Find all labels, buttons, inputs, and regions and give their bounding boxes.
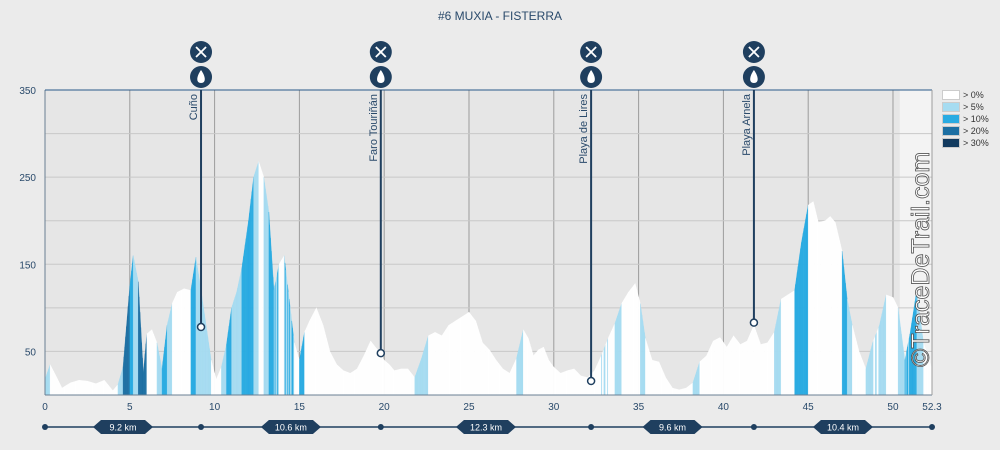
- x-tick-label: 25: [463, 402, 475, 413]
- water-icon: [580, 66, 603, 88]
- food-icon: [190, 41, 213, 63]
- poi-marker: Playa Arnela: [741, 41, 765, 327]
- segment-label-badge: 9.2 km: [93, 420, 154, 434]
- watermark: ©TraceDeTrail.com: [907, 151, 935, 367]
- segment-node: [588, 424, 595, 430]
- legend-swatch: [942, 138, 960, 148]
- poi-label: Playa de Lires: [578, 94, 590, 164]
- legend-label: > 0%: [963, 90, 984, 100]
- knife-shape: [585, 46, 597, 58]
- x-tick-label: 10: [209, 402, 221, 413]
- water-icon: [190, 66, 213, 88]
- chart-title: #6 MUXIA - FISTERRA: [437, 9, 563, 23]
- segment-badge-shape: [812, 420, 873, 434]
- segment-label-badge: 9.6 km: [642, 420, 703, 434]
- poi-marker: Cuño: [188, 41, 213, 332]
- drop-shape: [750, 70, 758, 83]
- watermark-text: ©TraceDeTrail.com: [907, 152, 935, 367]
- x-tick-label: 15: [294, 402, 306, 413]
- food-icon: [369, 41, 392, 63]
- drop-shape: [587, 70, 595, 83]
- legend-item: > 5%: [942, 101, 989, 113]
- knife-shape: [195, 46, 207, 58]
- x-tick-label: 40: [718, 402, 730, 413]
- x-tick-label: 20: [379, 402, 391, 413]
- x-tick-label: 30: [548, 402, 560, 413]
- poi-point: [586, 376, 596, 386]
- y-tick-label: 150: [19, 260, 36, 271]
- poi-marker: Faro Touriñán: [368, 41, 392, 358]
- poi-point: [196, 322, 206, 332]
- drop-shape: [377, 70, 385, 83]
- y-tick-label: 350: [19, 86, 36, 97]
- food-icon: [742, 41, 765, 63]
- legend-item: > 30%: [942, 137, 989, 149]
- legend-label: > 10%: [963, 114, 989, 124]
- y-tick-label: 250: [19, 173, 36, 184]
- poi-label: Cuño: [188, 94, 200, 120]
- segment-node: [377, 424, 384, 430]
- legend-label: > 30%: [963, 138, 989, 148]
- segment-label: 10.6 km: [275, 423, 307, 433]
- segment-label: 10.4 km: [827, 423, 859, 433]
- x-tick-label: 45: [803, 402, 815, 413]
- segment-node: [198, 424, 205, 430]
- segment-badge-shape: [642, 420, 703, 434]
- water-icon: [369, 66, 392, 88]
- legend-label: > 5%: [963, 102, 984, 112]
- segment-label: 12.3 km: [470, 423, 502, 433]
- legend-label: > 20%: [963, 126, 989, 136]
- segment-badge-shape: [260, 420, 321, 434]
- segment-label: 9.2 km: [110, 423, 137, 433]
- food-icon: [580, 41, 603, 63]
- segment-badge-shape: [455, 420, 516, 434]
- x-tick-label: 5: [127, 402, 133, 413]
- segment-node: [750, 424, 757, 430]
- legend-swatch: [942, 114, 960, 124]
- poi-point: [376, 348, 386, 358]
- knife-shape: [375, 46, 387, 58]
- poi-label: Playa Arnela: [741, 93, 753, 156]
- legend-item: > 10%: [942, 113, 989, 125]
- poi-point: [749, 318, 759, 327]
- x-tick-label: 52.3: [922, 402, 942, 413]
- x-tick-label: 0: [42, 402, 48, 413]
- legend-item: > 0%: [942, 89, 989, 101]
- segment-label-badge: 10.6 km: [260, 420, 321, 434]
- legend: > 0% > 5% > 10% > 20% > 30%: [942, 89, 989, 149]
- drop-shape: [197, 70, 205, 83]
- legend-swatch: [942, 102, 960, 112]
- poi-label: Faro Touriñán: [368, 94, 380, 162]
- segment-badge-shape: [93, 420, 154, 434]
- segment-label-badge: 10.4 km: [812, 420, 873, 434]
- x-tick-label: 35: [633, 402, 645, 413]
- y-tick-label: 50: [25, 347, 37, 358]
- legend-swatch: [942, 126, 960, 136]
- segment-label-badge: 12.3 km: [455, 420, 516, 434]
- segment-node: [929, 424, 935, 430]
- x-tick-label: 50: [887, 402, 899, 413]
- segment-node: [42, 424, 48, 430]
- legend-swatch: [942, 90, 960, 100]
- knife-shape: [748, 46, 760, 58]
- segment-label: 9.6 km: [659, 423, 686, 433]
- water-icon: [742, 66, 765, 88]
- poi-marker: Playa de Lires: [578, 41, 603, 386]
- legend-item: > 20%: [942, 125, 989, 137]
